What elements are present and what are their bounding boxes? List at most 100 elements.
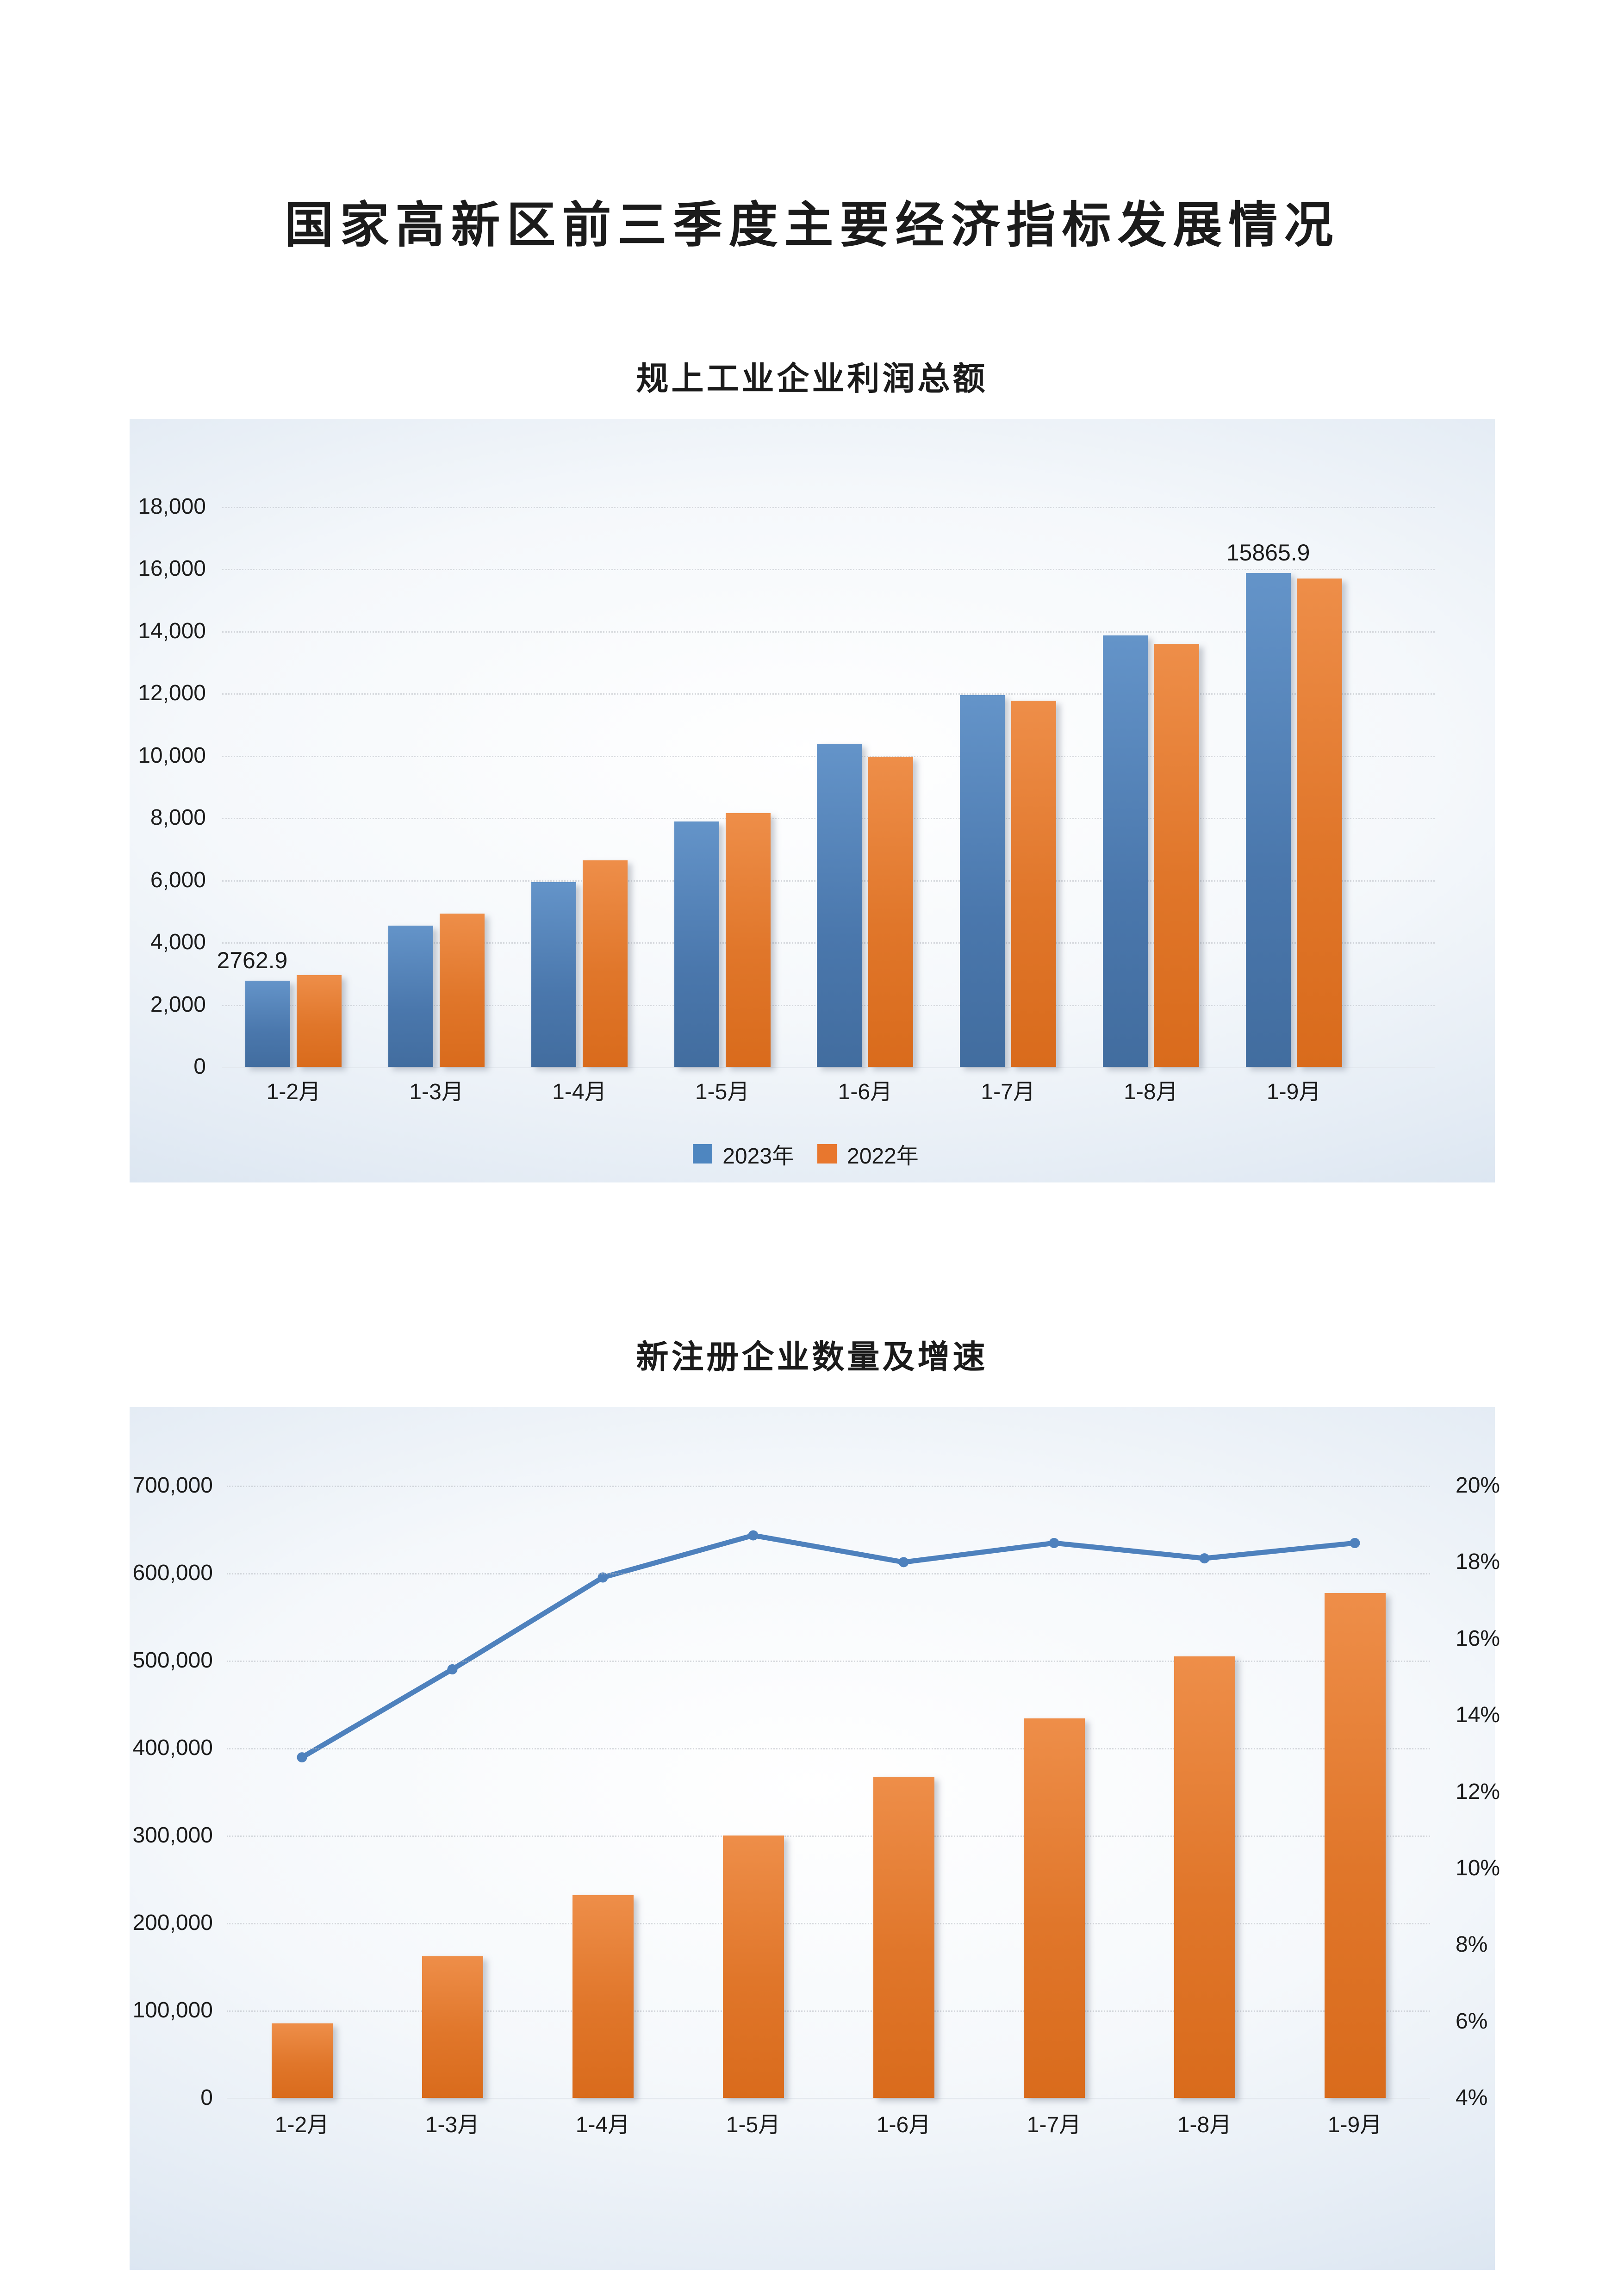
x-tick-label: 1-7月	[1027, 2113, 1082, 2137]
x-tick-label: 1-8月	[1177, 2113, 1232, 2137]
y-tick-label: 300,000	[132, 1823, 213, 1848]
x-tick-label: 1-6月	[876, 2113, 931, 2137]
chart-legend: 2023年 2022年	[130, 1139, 1495, 1169]
registrations-chart-plot-area	[227, 1486, 1430, 2099]
gridline	[227, 1836, 1430, 1837]
bar-2022	[1011, 701, 1057, 1067]
right-tick-label: 4%	[1456, 2085, 1488, 2110]
line-point-marker	[1350, 1538, 1360, 1549]
y-tick-label: 700,000	[132, 1473, 213, 1498]
legend-swatch-2023	[693, 1144, 713, 1164]
bar-registrations	[1174, 1656, 1235, 2098]
bar-2022	[297, 975, 342, 1067]
gridline	[227, 1486, 1430, 1487]
x-tick-label: 1-4月	[575, 2113, 630, 2137]
y-tick-label: 6,000	[150, 867, 206, 892]
x-tick-label: 1-4月	[552, 1080, 607, 1104]
gridline	[227, 1748, 1430, 1749]
bar-2023	[674, 821, 719, 1067]
x-tick-label: 1-6月	[838, 1080, 893, 1104]
bar-2022	[868, 756, 914, 1067]
bar-2022	[440, 914, 485, 1067]
bar-2023	[388, 925, 434, 1067]
line-point-marker	[1049, 1538, 1059, 1549]
page-title: 国家高新区前三季度主要经济指标发展情况	[284, 198, 1340, 253]
right-tick-label: 6%	[1456, 2009, 1488, 2034]
registrations-chart-panel: 0 100,000 200,000 300,000 400,000 500,000 600,…	[130, 1407, 1500, 2270]
bar-2023	[245, 981, 291, 1067]
x-tick-label: 1-2月	[274, 2113, 330, 2137]
x-tick-label: 1-2月	[266, 1080, 321, 1104]
gridline	[227, 1923, 1430, 1924]
x-tick-label: 1-7月	[981, 1080, 1035, 1104]
y-tick-label: 16,000	[138, 556, 206, 581]
bar-registrations	[1023, 1718, 1085, 2098]
x-tick-label: 1-9月	[1327, 2113, 1382, 2137]
y-tick-label: 14,000	[138, 618, 206, 643]
bar-data-label: 2762.9	[217, 947, 288, 974]
gridline	[222, 569, 1435, 571]
growth-rate-line-chart	[297, 1530, 1360, 1763]
bar-2023	[960, 695, 1005, 1067]
gridline	[222, 693, 1435, 695]
bar-2023	[531, 882, 576, 1067]
bar-registrations	[1324, 1593, 1386, 2098]
bar-2022	[582, 860, 628, 1067]
y-tick-label: 200,000	[132, 1910, 213, 1935]
gridline	[222, 507, 1435, 508]
bar-registrations	[873, 1777, 934, 2098]
bar-2023	[1102, 635, 1148, 1067]
line-point-marker	[597, 1572, 608, 1583]
right-tick-label: 14%	[1456, 1703, 1500, 1728]
line-point-marker	[748, 1530, 759, 1541]
x-tick-label: 1-9月	[1266, 1080, 1321, 1104]
y-tick-label: 600,000	[132, 1561, 213, 1585]
y-tick-label: 100,000	[132, 1998, 213, 2022]
y-tick-label: 8,000	[150, 805, 206, 830]
gridline	[227, 2010, 1430, 2012]
legend-label-2022: 2022年	[847, 1144, 919, 1169]
gridline	[222, 631, 1435, 633]
gridline	[227, 1573, 1430, 1574]
legend-label-2023: 2023年	[722, 1144, 794, 1169]
y-tick-label: 2,000	[150, 992, 206, 1017]
registrations-chart-title: 新注册企业数量及增速	[636, 1340, 988, 1375]
y-tick-label: 18,000	[138, 494, 206, 519]
line-point-marker	[1199, 1553, 1210, 1564]
growth-rate-line	[299, 1532, 1357, 1760]
bar-2022	[1154, 644, 1199, 1067]
right-tick-label: 12%	[1456, 1779, 1500, 1804]
x-tick-label: 1-8月	[1124, 1080, 1178, 1104]
y-tick-label: 500,000	[132, 1648, 213, 1673]
y-tick-label: 400,000	[132, 1736, 213, 1760]
x-tick-label: 1-3月	[409, 1080, 464, 1104]
y-tick-label: 12,000	[138, 681, 206, 706]
bar-registrations	[722, 1836, 784, 2098]
right-tick-label: 16%	[1456, 1626, 1500, 1651]
y-tick-label: 0	[200, 2085, 213, 2110]
x-tick-label: 1-5月	[726, 2113, 781, 2137]
profit-chart-title: 规上工业企业利润总额	[636, 361, 988, 397]
profit-chart-panel: 2762.9 15865.9 0 2,000 4,000 6,000 8,000 10,00…	[130, 419, 1495, 1182]
bar-2022	[725, 813, 771, 1067]
y-tick-label: 0	[193, 1054, 206, 1079]
gridline	[227, 1661, 1430, 1662]
right-tick-label: 8%	[1456, 1932, 1488, 1957]
right-tick-label: 10%	[1456, 1855, 1500, 1880]
x-tick-label: 1-5月	[695, 1080, 750, 1104]
y-tick-label: 10,000	[138, 743, 206, 768]
line-point-marker	[898, 1557, 909, 1568]
bar-2023	[817, 744, 862, 1067]
right-tick-label: 20%	[1456, 1473, 1500, 1498]
bar-data-label: 15865.9	[1226, 540, 1310, 566]
profit-chart-plot-area: 2762.9 15865.9	[217, 507, 1435, 1068]
right-tick-label: 18%	[1456, 1549, 1500, 1574]
bar-registrations	[572, 1895, 634, 2098]
bar-2022	[1297, 578, 1342, 1067]
line-point-marker	[447, 1664, 458, 1674]
bar-registrations	[271, 2023, 333, 2098]
bar-2023	[1245, 573, 1291, 1067]
line-point-marker	[297, 1752, 307, 1763]
x-tick-label: 1-3月	[425, 2113, 480, 2137]
